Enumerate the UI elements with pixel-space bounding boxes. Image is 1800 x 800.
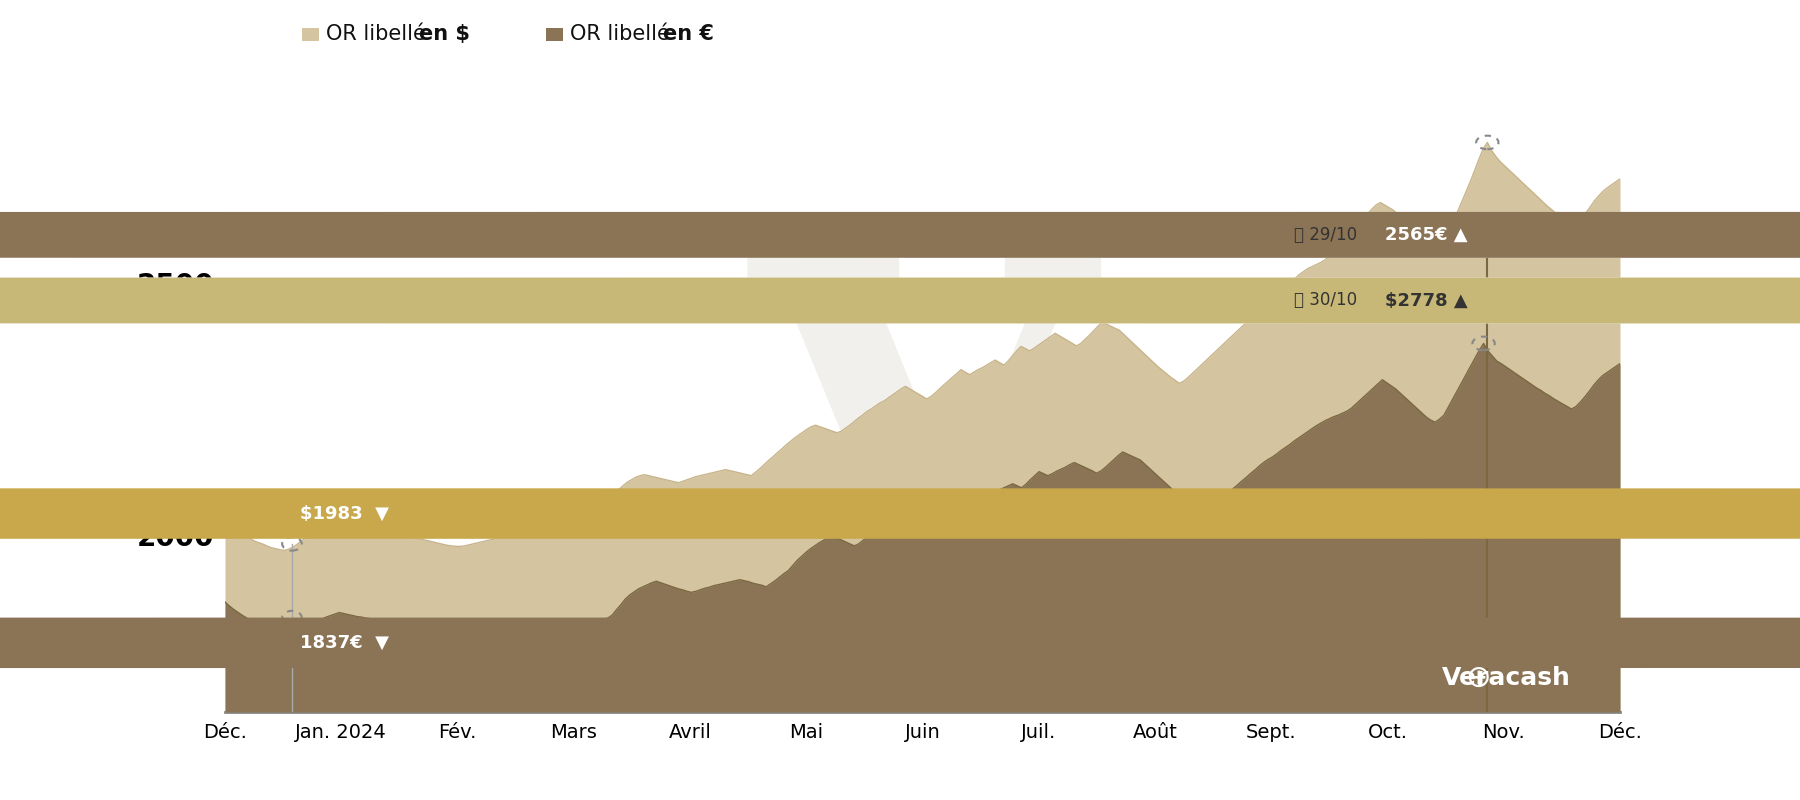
FancyBboxPatch shape — [0, 212, 1800, 258]
FancyBboxPatch shape — [0, 278, 1800, 323]
FancyBboxPatch shape — [0, 488, 1800, 539]
FancyBboxPatch shape — [302, 28, 319, 41]
Text: V: V — [751, 238, 1094, 668]
Text: ⊕: ⊕ — [1465, 664, 1490, 693]
Text: Veracash: Veracash — [1442, 666, 1571, 690]
Text: $1983  ▼: $1983 ▼ — [301, 505, 389, 522]
Text: 🏆 29/10: 🏆 29/10 — [1294, 226, 1357, 244]
Text: OR libellé: OR libellé — [571, 24, 677, 44]
Text: 2565€ ▲: 2565€ ▲ — [1384, 226, 1467, 244]
FancyBboxPatch shape — [545, 28, 563, 41]
FancyBboxPatch shape — [0, 212, 1800, 258]
Text: OR libellé: OR libellé — [326, 24, 432, 44]
Text: en €: en € — [662, 24, 715, 44]
Text: $2778 ▲: $2778 ▲ — [1384, 291, 1467, 310]
FancyBboxPatch shape — [0, 618, 1800, 668]
FancyBboxPatch shape — [0, 278, 1800, 323]
Text: 🏆 30/10: 🏆 30/10 — [1294, 291, 1357, 310]
Text: 13/12: 13/12 — [261, 498, 310, 516]
Text: en $: en $ — [419, 24, 470, 44]
Text: 1837€  ▼: 1837€ ▼ — [301, 634, 389, 652]
